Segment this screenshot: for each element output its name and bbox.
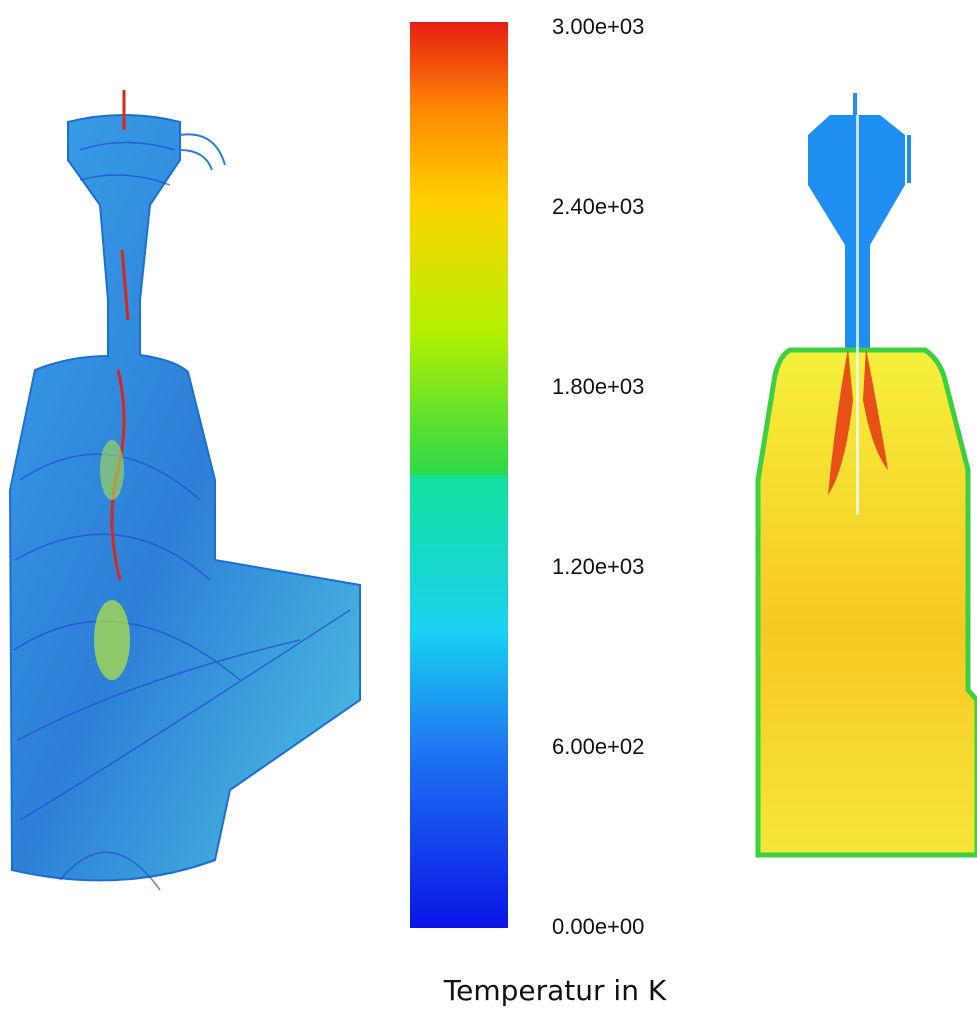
axis-line [856,115,859,515]
inlet-streamlines [180,134,225,170]
colorbar-tick-label: 1.20e+03 [552,554,644,579]
combustion-chamber [758,350,977,855]
colorbar-tick-label: 1.80e+03 [552,374,644,399]
streamline-view [10,90,360,890]
inlet [907,135,911,183]
warm-zone [94,600,130,680]
figure: 0.00e+00 6.00e+02 1.20e+03 1.80e+03 2.40e+03… [0,0,977,1015]
streamline-body [10,115,360,880]
warm-zone [100,440,124,500]
colorbar [410,22,508,928]
figure-canvas: 0.00e+00 6.00e+02 1.20e+03 1.80e+03 2.40e+03… [0,0,977,1015]
colorbar-title: Temperatur in K [443,974,667,1007]
colorbar-ticks: 0.00e+00 6.00e+02 1.20e+03 1.80e+03 2.40e+03… [508,14,644,939]
colorbar-tick-label: 2.40e+03 [552,194,644,219]
colorbar-tick-label: 3.00e+03 [552,14,644,39]
colorbar-tick-label: 0.00e+00 [552,914,644,939]
contour-view [758,93,977,855]
colorbar-tick-label: 6.00e+02 [552,734,644,759]
